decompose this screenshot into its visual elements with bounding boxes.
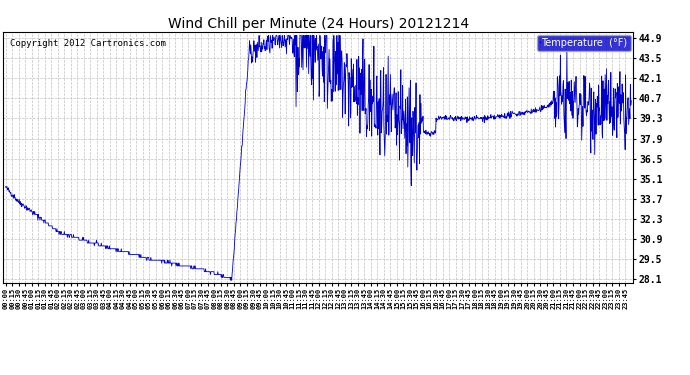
Text: Copyright 2012 Cartronics.com: Copyright 2012 Cartronics.com: [10, 39, 166, 48]
Title: Wind Chill per Minute (24 Hours) 20121214: Wind Chill per Minute (24 Hours) 2012121…: [168, 17, 469, 31]
Legend: Temperature  (°F): Temperature (°F): [537, 35, 631, 51]
